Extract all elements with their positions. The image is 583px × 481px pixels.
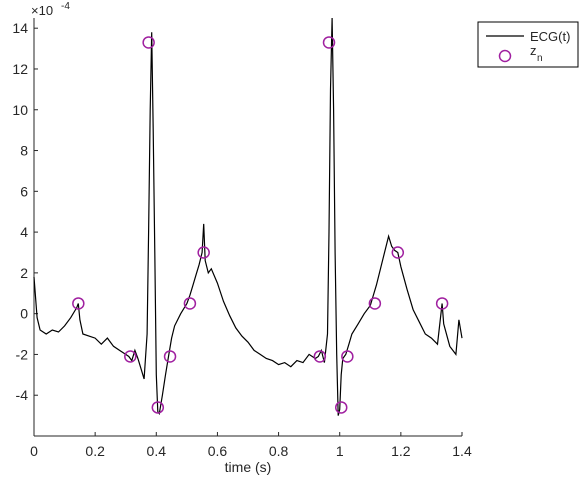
- y-tick-label: 4: [20, 224, 28, 240]
- x-ticks: 0 0.2 0.4 0.6 0.8 1 1.2 1.4: [30, 432, 472, 459]
- y-tick-label: 0: [20, 306, 28, 322]
- x-tick-label: 1.2: [391, 443, 411, 459]
- zn-marker: [151, 401, 165, 414]
- legend-zn-label: z: [530, 43, 537, 58]
- y-exponent-label: ×10: [31, 3, 53, 18]
- ecg-series-line: [33, 17, 463, 416]
- legend-box: [477, 21, 579, 68]
- zn-marker: [313, 350, 327, 363]
- zn-marker: [72, 297, 85, 310]
- zn-marker: [163, 350, 177, 363]
- plot-area: 0 0.2 0.4 0.6 0.8 1 1.2 1.4 -4 -2 0 2 4 6 8 10 12 14: [12, 17, 472, 459]
- y-tick-label: 6: [20, 183, 28, 199]
- zn-markers: [72, 36, 449, 414]
- x-tick-label: 0.2: [85, 443, 105, 459]
- legend: ECG(t) z n: [477, 21, 579, 68]
- legend-ecg-label: ECG(t): [530, 29, 570, 44]
- zn-marker: [435, 297, 449, 310]
- legend-zn-swatch: [498, 49, 512, 63]
- x-tick-label: 0: [30, 443, 38, 459]
- y-tick-label: 8: [20, 143, 28, 159]
- x-tick-label: 0.8: [269, 443, 289, 459]
- zn-marker: [142, 36, 155, 49]
- zn-marker: [334, 401, 348, 414]
- x-axis-label: time (s): [225, 459, 272, 475]
- x-tick-label: 0.4: [147, 443, 167, 459]
- y-exponent-power: -4: [61, 1, 70, 12]
- zn-marker: [391, 246, 405, 259]
- y-tick-label: -2: [16, 346, 29, 362]
- x-tick-label: 0.6: [208, 443, 228, 459]
- y-tick-label: 14: [12, 20, 28, 36]
- y-tick-label: 2: [20, 265, 28, 281]
- zn-marker: [341, 350, 354, 363]
- zn-marker: [322, 36, 336, 49]
- x-tick-label: 1.4: [452, 443, 472, 459]
- zn-marker: [124, 350, 137, 363]
- zn-marker: [368, 297, 382, 310]
- y-tick-label: 12: [12, 61, 28, 77]
- y-tick-label: 10: [12, 102, 28, 118]
- zn-marker: [183, 297, 197, 310]
- zn-marker: [197, 246, 210, 259]
- y-tick-label: -4: [16, 387, 29, 403]
- legend-zn-subscript: n: [537, 53, 543, 64]
- x-tick-label: 1: [336, 443, 344, 459]
- y-ticks: -4 -2 0 2 4 6 8 10 12 14: [12, 20, 38, 403]
